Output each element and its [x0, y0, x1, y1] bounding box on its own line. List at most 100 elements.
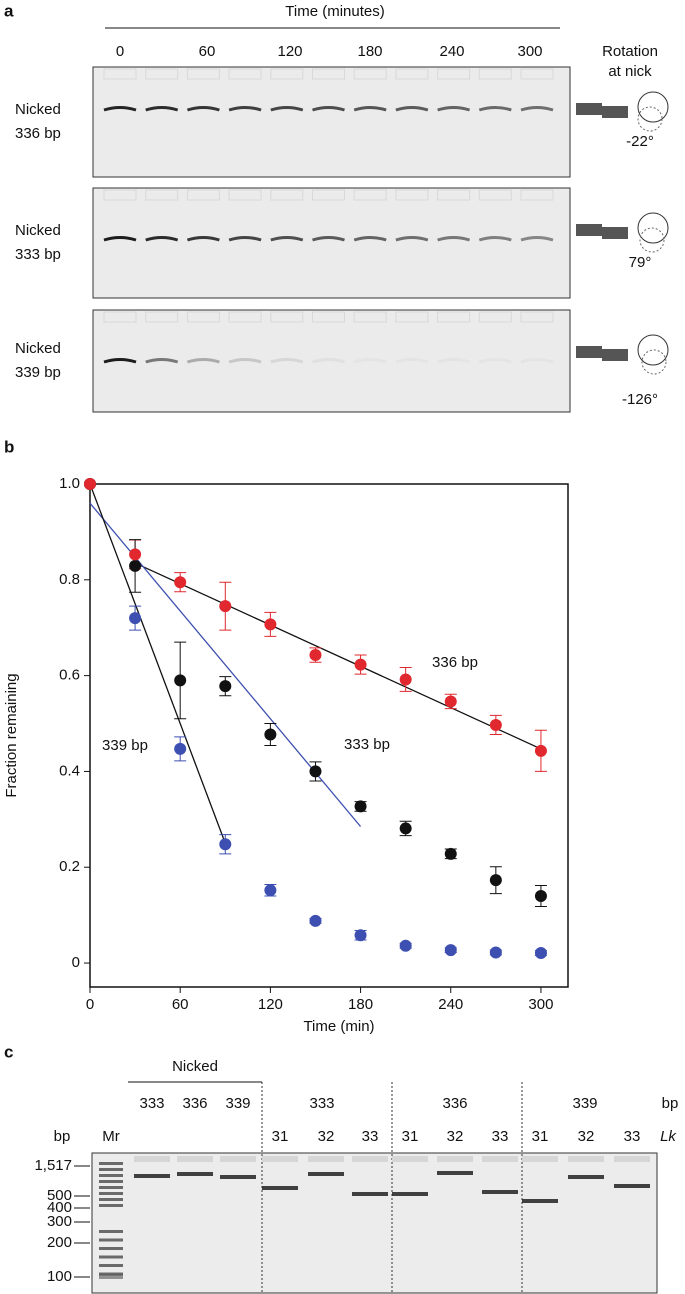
time-label: 120 — [277, 43, 302, 60]
well — [270, 68, 304, 80]
well — [520, 189, 554, 201]
x-tick-label: 120 — [258, 996, 283, 1013]
well — [614, 1156, 650, 1162]
helix — [602, 227, 628, 239]
ladder-band — [99, 1162, 123, 1165]
point — [174, 674, 187, 687]
bp-unit: bp — [662, 1095, 679, 1112]
lk-label: 33 — [492, 1128, 509, 1145]
band — [186, 358, 220, 364]
band — [478, 236, 512, 242]
well — [352, 1156, 388, 1162]
well — [186, 189, 220, 201]
time-label: 60 — [199, 43, 216, 60]
panel-label: c — [4, 1042, 13, 1061]
lk-label: 31 — [532, 1128, 549, 1145]
ladder-band — [99, 1274, 123, 1279]
point — [84, 478, 96, 490]
point — [264, 884, 277, 897]
fit-line — [89, 483, 226, 844]
band — [395, 236, 429, 242]
lane-label: 339 — [225, 1095, 250, 1112]
well — [103, 311, 137, 323]
band — [437, 236, 471, 242]
helix — [576, 103, 602, 115]
plot-frame — [89, 483, 569, 988]
band — [395, 106, 429, 112]
ladder-band — [99, 1168, 123, 1171]
well — [220, 1156, 256, 1162]
gel-band — [437, 1171, 473, 1175]
band — [228, 358, 262, 364]
gel-band — [308, 1172, 344, 1176]
well — [482, 1156, 518, 1162]
gel-label: Nicked — [15, 222, 61, 239]
y-axis-title: Fraction remaining — [3, 673, 20, 797]
point — [309, 914, 322, 927]
well — [312, 68, 345, 80]
well — [312, 311, 345, 323]
well — [478, 311, 512, 323]
rotation-title: at nick — [608, 63, 652, 80]
ladder-band — [99, 1180, 123, 1183]
rotation-angle: -126° — [622, 391, 658, 408]
band — [270, 236, 304, 242]
gel-band — [614, 1184, 650, 1188]
ladder-band — [99, 1238, 123, 1242]
band — [186, 236, 220, 242]
lk-label: 32 — [447, 1128, 464, 1145]
point — [264, 618, 277, 631]
x-tick-label: 240 — [438, 996, 463, 1013]
gel-label: Nicked — [15, 340, 61, 357]
band — [270, 106, 304, 112]
helix — [576, 224, 602, 236]
fit-line — [134, 562, 542, 750]
band — [312, 358, 345, 364]
x-tick-label: 0 — [86, 996, 94, 1013]
well — [145, 189, 179, 201]
point — [354, 658, 367, 671]
point — [309, 649, 322, 662]
size-label: 400 — [47, 1199, 72, 1216]
size-label: 300 — [47, 1213, 72, 1230]
helix — [602, 106, 628, 118]
point — [354, 929, 367, 942]
gel-band — [177, 1172, 213, 1176]
time-label: 180 — [357, 43, 382, 60]
point — [444, 944, 457, 957]
point — [264, 728, 277, 741]
helix — [602, 349, 628, 361]
bp-left: bp — [54, 1128, 71, 1145]
gels-a: 0 60 120 180 240 300 Nicked 336 bp -22° Nicked 333… — [15, 43, 669, 413]
ladder-band — [99, 1204, 123, 1207]
band — [270, 358, 304, 364]
gel-label: 336 bp — [15, 125, 61, 142]
size-label: 100 — [47, 1268, 72, 1285]
gel-band — [262, 1186, 298, 1190]
gel-band — [522, 1199, 558, 1203]
well — [270, 189, 304, 201]
point — [444, 847, 457, 860]
well — [478, 189, 512, 201]
well — [145, 311, 179, 323]
lk-label: 31 — [272, 1128, 289, 1145]
band — [103, 358, 137, 364]
lk-label: 33 — [362, 1128, 379, 1145]
well — [177, 1156, 213, 1162]
band — [478, 106, 512, 112]
well — [568, 1156, 604, 1162]
size-label: 200 — [47, 1234, 72, 1251]
point — [219, 680, 232, 693]
well — [437, 311, 471, 323]
y-tick-label: 0.6 — [59, 667, 80, 684]
gel-band — [392, 1192, 428, 1196]
point — [399, 822, 412, 835]
gel — [92, 187, 571, 299]
well — [395, 68, 429, 80]
well — [392, 1156, 428, 1162]
band — [103, 106, 137, 112]
chart: 0 60 120 180 240 300 0 0.2 0.4 0.6 0.8 1.0 Time (min… — [3, 475, 569, 1035]
lane-label: 333 — [139, 1095, 164, 1112]
